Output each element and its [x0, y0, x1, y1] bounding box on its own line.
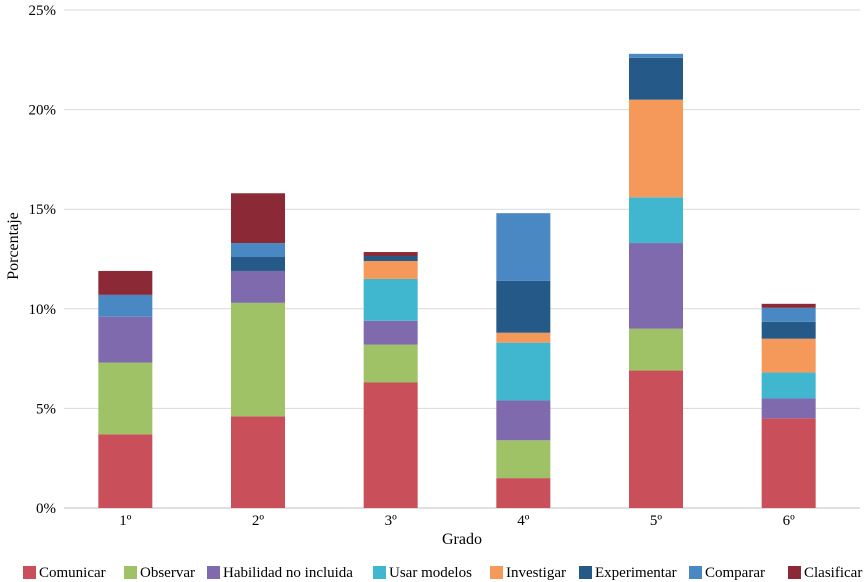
legend-swatch — [788, 566, 801, 579]
x-tick-label: 1º — [119, 513, 132, 529]
legend-swatch — [23, 566, 36, 579]
x-tick-label: 6º — [783, 513, 796, 529]
legend-swatch — [689, 566, 702, 579]
bar-segment-comparar — [761, 307, 816, 322]
bar-segment-comunicar — [629, 370, 683, 508]
legend-label: Habilidad no incluida — [223, 565, 353, 581]
x-axis-ticks: 1º 2º 3º 4º 5º 6º — [119, 513, 795, 529]
bar-segment-comparar — [231, 243, 285, 258]
bar-segment-clasificar — [98, 270, 153, 295]
legend-label: Clasificar — [804, 565, 862, 581]
bar-segment-comunicar — [496, 478, 551, 508]
y-axis-title: Porcentaje — [5, 212, 22, 280]
y-tick-label: 10% — [29, 302, 57, 318]
legend-label: Experimentar — [595, 565, 677, 581]
x-tick-label: 3º — [385, 513, 398, 529]
bar-segment-usar-modelos — [363, 278, 418, 321]
y-tick-label: 0% — [36, 501, 56, 517]
bar-segment-comparar — [629, 53, 683, 58]
bar-segment-habilidad-no-incluida — [363, 320, 418, 345]
bar-segment-usar-modelos — [629, 197, 683, 244]
legend-label: Investigar — [506, 565, 566, 581]
y-axis-ticks: 0% 5% 10% 15% 20% 25% — [29, 3, 57, 517]
y-tick-label: 20% — [29, 103, 57, 119]
bar-segment-habilidad-no-incluida — [761, 398, 816, 419]
bar-segment-habilidad-no-incluida — [629, 243, 683, 329]
bar-segment-experimentar — [363, 256, 418, 261]
bar-segment-investigar — [496, 332, 551, 343]
bar-segment-investigar — [629, 99, 683, 198]
bar-segment-usar-modelos — [496, 342, 551, 401]
x-tick-label: 5º — [650, 513, 663, 529]
x-tick-label: 2º — [252, 513, 265, 529]
bar-segment-clasificar — [761, 303, 816, 308]
bar-segment-observar — [231, 302, 285, 417]
bar-segment-investigar — [761, 338, 816, 373]
bar-segment-observar — [98, 362, 153, 435]
bar-segment-experimentar — [231, 257, 285, 271]
bar-segment-observar — [496, 440, 551, 479]
legend-swatch — [207, 566, 220, 579]
legend-swatch — [373, 566, 386, 579]
legend-swatch — [490, 566, 503, 579]
grid — [64, 9, 860, 509]
bar-segment-experimentar — [629, 57, 683, 100]
x-tick-label: 4º — [517, 513, 530, 529]
legend-label: Comparar — [705, 565, 765, 581]
bar-segment-comunicar — [761, 418, 816, 508]
bar-segment-comunicar — [363, 382, 418, 508]
bar-segment-comunicar — [98, 434, 153, 508]
bar-segment-habilidad-no-incluida — [231, 270, 285, 303]
bar-segment-experimentar — [496, 280, 551, 333]
y-tick-label: 25% — [29, 3, 57, 19]
bar-segment-investigar — [363, 260, 418, 279]
bar-segment-comunicar — [231, 416, 285, 508]
legend-label: Usar modelos — [389, 565, 472, 581]
bar-segment-habilidad-no-incluida — [98, 316, 153, 363]
x-axis-title: Grado — [442, 531, 482, 548]
bar-segment-clasificar — [363, 252, 418, 257]
legend: Comunicar Observar Habilidad no incluida Us… — [23, 565, 862, 581]
bar-segment-usar-modelos — [761, 372, 816, 399]
bar-segment-comparar — [496, 213, 551, 281]
bar-segment-observar — [629, 328, 683, 371]
legend-label: Comunicar — [39, 565, 106, 581]
bars — [98, 53, 816, 508]
y-tick-label: 15% — [29, 202, 57, 218]
bar-segment-habilidad-no-incluida — [496, 400, 551, 441]
bar-segment-comparar — [98, 294, 153, 317]
legend-label: Observar — [140, 565, 195, 581]
legend-swatch — [579, 566, 592, 579]
y-tick-label: 5% — [36, 401, 56, 417]
bar-segment-observar — [363, 344, 418, 383]
bar-segment-clasificar — [231, 193, 285, 244]
legend-swatch — [124, 566, 137, 579]
bar-segment-experimentar — [761, 321, 816, 339]
